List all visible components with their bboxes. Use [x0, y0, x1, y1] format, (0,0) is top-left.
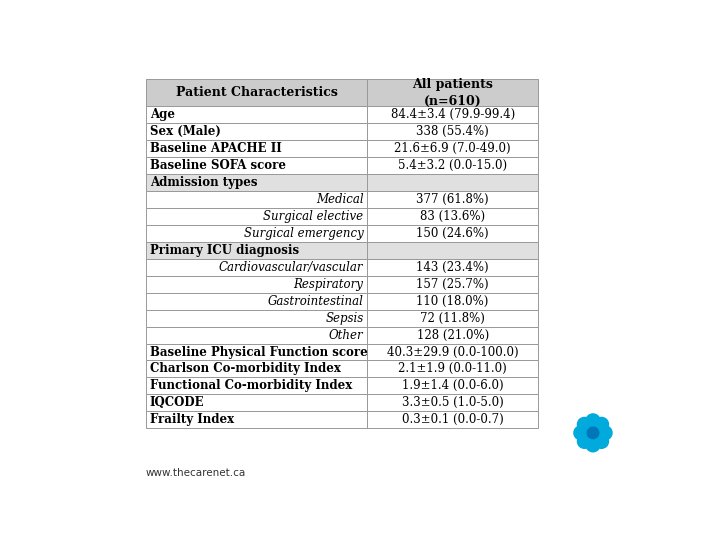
Text: Functional Co-morbidity Index: Functional Co-morbidity Index — [150, 380, 352, 393]
Text: Gastrointestinal: Gastrointestinal — [268, 295, 364, 308]
Bar — [145, 361, 367, 377]
Bar — [367, 309, 538, 327]
Circle shape — [577, 417, 591, 431]
Text: 157 (25.7%): 157 (25.7%) — [416, 278, 489, 291]
Text: Sex (Male): Sex (Male) — [150, 125, 220, 138]
Bar — [367, 140, 538, 157]
Text: 5.4±3.2 (0.0-15.0): 5.4±3.2 (0.0-15.0) — [398, 159, 507, 172]
Bar — [145, 123, 367, 140]
Text: Cardiovascular/vascular: Cardiovascular/vascular — [219, 261, 364, 274]
Bar — [145, 106, 367, 123]
Text: 338 (55.4%): 338 (55.4%) — [416, 125, 489, 138]
Bar — [145, 191, 367, 208]
Bar — [145, 343, 367, 361]
Bar — [145, 79, 367, 106]
Text: 143 (23.4%): 143 (23.4%) — [416, 261, 489, 274]
Text: Admission types: Admission types — [150, 176, 257, 189]
Bar — [367, 191, 538, 208]
Bar — [367, 377, 538, 394]
Bar — [367, 225, 538, 242]
Text: 1.9±1.4 (0.0-6.0): 1.9±1.4 (0.0-6.0) — [402, 380, 503, 393]
Bar — [367, 208, 538, 225]
Text: 72 (11.8%): 72 (11.8%) — [420, 312, 485, 325]
Circle shape — [598, 426, 612, 440]
Text: All patients
(n=610): All patients (n=610) — [413, 78, 493, 107]
Text: Primary ICU diagnosis: Primary ICU diagnosis — [150, 244, 299, 257]
Text: Charlson Co-morbidity Index: Charlson Co-morbidity Index — [150, 362, 341, 375]
Text: Age: Age — [150, 109, 175, 122]
FancyArrow shape — [593, 430, 602, 436]
Bar — [145, 293, 367, 309]
Circle shape — [574, 426, 588, 440]
Bar — [367, 411, 538, 428]
Bar — [367, 79, 538, 106]
Bar — [367, 276, 538, 293]
Bar — [367, 157, 538, 174]
FancyArrow shape — [590, 431, 601, 441]
Bar — [145, 208, 367, 225]
Bar — [145, 377, 367, 394]
Text: Respiratory: Respiratory — [294, 278, 364, 291]
Circle shape — [577, 434, 591, 448]
Text: Sepsis: Sepsis — [325, 312, 364, 325]
Bar — [367, 106, 538, 123]
Text: 3.3±0.5 (1.0-5.0): 3.3±0.5 (1.0-5.0) — [402, 396, 503, 409]
FancyArrow shape — [585, 424, 595, 435]
Circle shape — [588, 427, 599, 438]
Text: 2.1±1.9 (0.0-11.0): 2.1±1.9 (0.0-11.0) — [398, 362, 507, 375]
Circle shape — [586, 438, 600, 452]
Bar — [145, 225, 367, 242]
Text: www.thecarenet.ca: www.thecarenet.ca — [145, 468, 246, 478]
Text: 83 (13.6%): 83 (13.6%) — [420, 210, 485, 223]
Bar — [145, 394, 367, 411]
Text: Frailty Index: Frailty Index — [150, 413, 234, 426]
Bar — [145, 157, 367, 174]
FancyArrow shape — [585, 431, 595, 441]
Circle shape — [595, 434, 608, 448]
Bar — [367, 242, 538, 259]
Text: Patient Characteristics: Patient Characteristics — [176, 86, 338, 99]
Bar — [367, 293, 538, 309]
FancyArrow shape — [585, 430, 593, 436]
Bar — [145, 140, 367, 157]
Bar — [367, 259, 538, 276]
Bar — [145, 174, 367, 191]
FancyArrow shape — [590, 424, 596, 433]
Bar — [367, 123, 538, 140]
Circle shape — [595, 417, 608, 431]
Text: 128 (21.0%): 128 (21.0%) — [417, 328, 489, 342]
Circle shape — [586, 414, 600, 428]
Text: 21.6±6.9 (7.0-49.0): 21.6±6.9 (7.0-49.0) — [395, 142, 511, 155]
Text: Medical: Medical — [316, 193, 364, 206]
Bar — [367, 394, 538, 411]
Bar — [145, 327, 367, 343]
Bar — [145, 259, 367, 276]
Text: 110 (18.0%): 110 (18.0%) — [416, 295, 489, 308]
Text: Baseline APACHE II: Baseline APACHE II — [150, 142, 282, 155]
Bar — [367, 343, 538, 361]
Text: Baseline SOFA score: Baseline SOFA score — [150, 159, 286, 172]
Text: 150 (24.6%): 150 (24.6%) — [416, 227, 489, 240]
Text: 0.3±0.1 (0.0-0.7): 0.3±0.1 (0.0-0.7) — [402, 413, 503, 426]
Text: 84.4±3.4 (79.9-99.4): 84.4±3.4 (79.9-99.4) — [390, 109, 515, 122]
Bar — [145, 276, 367, 293]
Bar — [367, 327, 538, 343]
Text: IQCODE: IQCODE — [150, 396, 204, 409]
Text: Surgical emergency: Surgical emergency — [244, 227, 364, 240]
Text: Surgical elective: Surgical elective — [264, 210, 364, 223]
Bar — [367, 361, 538, 377]
Text: Baseline Physical Function score: Baseline Physical Function score — [150, 346, 367, 359]
Bar — [145, 411, 367, 428]
Text: 40.3±29.9 (0.0-100.0): 40.3±29.9 (0.0-100.0) — [387, 346, 518, 359]
FancyArrow shape — [590, 433, 596, 441]
FancyArrow shape — [590, 424, 601, 435]
Bar — [367, 174, 538, 191]
Bar — [145, 242, 367, 259]
Text: Other: Other — [329, 328, 364, 342]
Text: 377 (61.8%): 377 (61.8%) — [416, 193, 489, 206]
Bar — [145, 309, 367, 327]
